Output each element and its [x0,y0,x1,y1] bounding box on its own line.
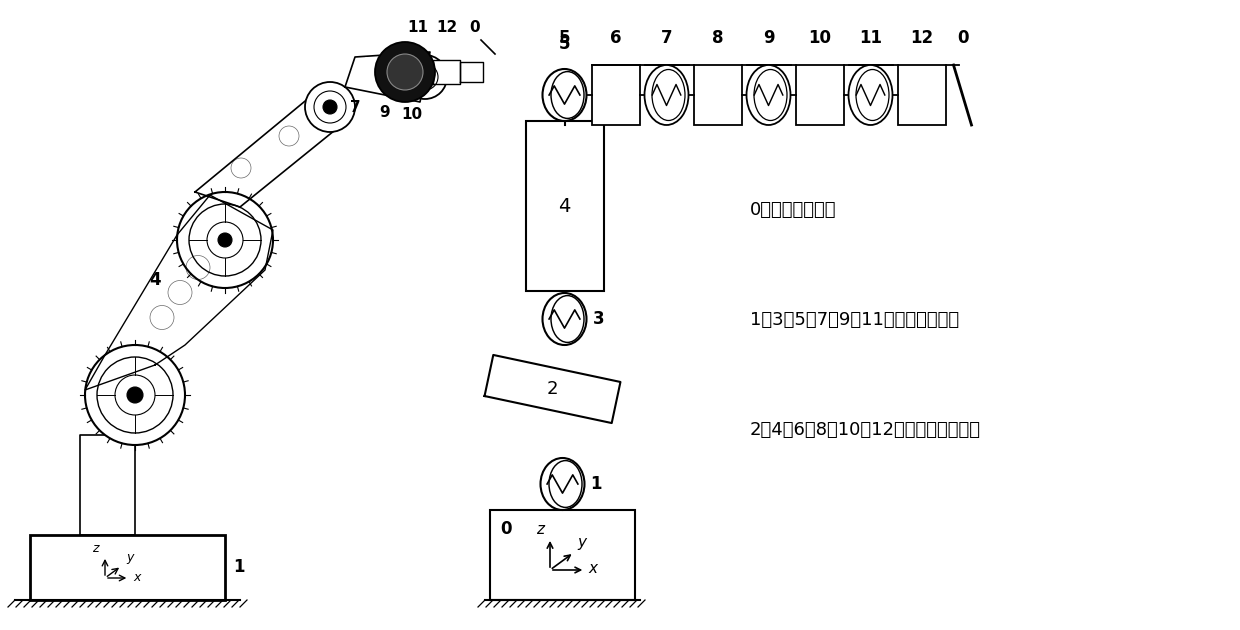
Text: 2、4、6、8、10、12：为空间弹性刚体: 2、4、6、8、10、12：为空间弹性刚体 [750,421,981,439]
Text: 2: 2 [547,380,558,398]
Text: 0：为系统边界点: 0：为系统边界点 [750,201,837,219]
Ellipse shape [543,69,587,121]
Bar [796,65,843,125]
Text: x: x [589,561,598,576]
Text: 5: 5 [559,35,570,53]
Ellipse shape [645,65,688,125]
Circle shape [374,42,435,102]
Text: 1: 1 [233,559,244,576]
Text: 7: 7 [661,29,672,47]
Text: 12: 12 [910,29,932,47]
Text: 8: 8 [712,29,723,47]
Circle shape [403,55,446,99]
Text: z: z [536,522,544,537]
Text: 0: 0 [957,29,968,47]
Polygon shape [460,62,484,82]
Text: 0: 0 [500,520,511,538]
Ellipse shape [543,293,587,345]
Polygon shape [195,97,345,207]
Bar [526,121,604,291]
Bar [898,65,945,125]
Polygon shape [345,52,430,102]
Circle shape [305,82,355,132]
Bar [591,65,640,125]
Text: 4: 4 [558,197,570,215]
Text: 10: 10 [808,29,831,47]
Text: 12: 12 [436,20,458,35]
Circle shape [387,54,423,90]
Text: z: z [92,542,98,555]
Polygon shape [485,355,620,423]
Text: 4: 4 [149,271,161,289]
Text: y: y [125,551,133,564]
Text: 6: 6 [610,29,621,47]
Circle shape [86,345,185,445]
Ellipse shape [848,65,893,125]
Text: 1: 1 [590,475,601,493]
Text: 1、3、5、7、9、11：为空间弹性铰: 1、3、5、7、9、11：为空间弹性铰 [750,311,959,329]
Text: 9: 9 [763,29,774,47]
Text: 11: 11 [859,29,882,47]
Ellipse shape [541,458,584,510]
Bar [490,510,635,600]
Text: 10: 10 [402,107,423,122]
Polygon shape [81,435,135,535]
Bar [693,65,742,125]
Polygon shape [433,60,460,84]
Polygon shape [86,195,273,390]
Text: 0: 0 [470,20,480,35]
Circle shape [218,233,232,247]
Text: 3: 3 [593,310,604,328]
Text: 11: 11 [408,20,429,35]
Circle shape [177,192,273,288]
Circle shape [126,387,143,403]
Text: 8: 8 [362,56,372,70]
Text: 5: 5 [559,29,570,47]
Ellipse shape [746,65,791,125]
Text: y: y [578,536,587,551]
Text: x: x [134,571,141,584]
Circle shape [322,100,337,114]
Bar [30,535,224,600]
Text: 7: 7 [350,100,361,115]
Text: 9: 9 [379,105,391,120]
